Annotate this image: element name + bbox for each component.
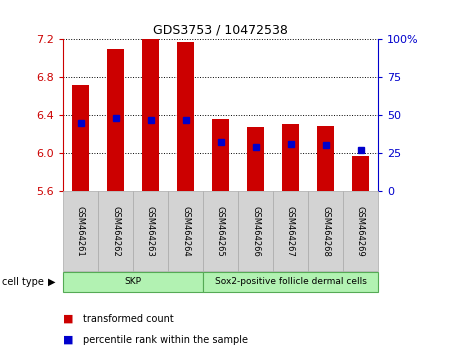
Bar	[308, 191, 343, 271]
Text: cell type: cell type	[2, 277, 44, 287]
Bar	[203, 191, 238, 271]
Text: GSM464264: GSM464264	[181, 206, 190, 256]
Bar	[282, 124, 299, 191]
Text: GSM464269: GSM464269	[356, 206, 365, 256]
Text: ■: ■	[63, 335, 73, 345]
Bar	[107, 50, 124, 191]
Bar	[247, 127, 264, 191]
Bar	[63, 191, 98, 271]
Title: GDS3753 / 10472538: GDS3753 / 10472538	[153, 23, 288, 36]
Text: Sox2-positive follicle dermal cells: Sox2-positive follicle dermal cells	[215, 277, 366, 286]
Bar	[133, 191, 168, 271]
Bar	[238, 191, 273, 271]
Bar	[72, 85, 89, 191]
Bar	[212, 119, 229, 191]
Bar	[203, 272, 378, 292]
Text: ▶: ▶	[48, 277, 55, 287]
Text: transformed count: transformed count	[83, 314, 174, 324]
Text: GSM464267: GSM464267	[286, 206, 295, 256]
Text: GSM464266: GSM464266	[251, 206, 260, 256]
Bar	[142, 39, 159, 191]
Bar	[343, 191, 378, 271]
Bar	[352, 156, 369, 191]
Bar	[98, 191, 133, 271]
Text: ■: ■	[63, 314, 73, 324]
Text: GSM464263: GSM464263	[146, 206, 155, 256]
Text: SKP: SKP	[125, 277, 141, 286]
Text: GSM464261: GSM464261	[76, 206, 85, 256]
Bar	[273, 191, 308, 271]
Bar	[177, 42, 194, 191]
Text: GSM464268: GSM464268	[321, 206, 330, 256]
Text: GSM464265: GSM464265	[216, 206, 225, 256]
Text: percentile rank within the sample: percentile rank within the sample	[83, 335, 248, 345]
Bar	[63, 272, 203, 292]
Bar	[317, 126, 334, 191]
Text: GSM464262: GSM464262	[111, 206, 120, 256]
Bar	[168, 191, 203, 271]
